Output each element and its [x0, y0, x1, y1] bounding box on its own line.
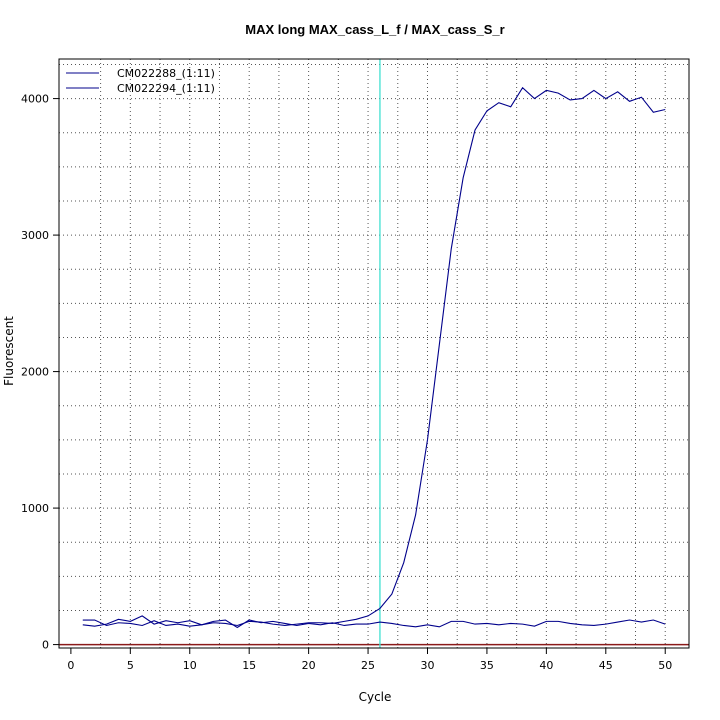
- series-line-2: [82, 619, 666, 629]
- y-tick-label: 4000: [21, 93, 49, 106]
- y-axis-label: Fluorescent: [2, 316, 16, 386]
- series-line-1: [82, 86, 666, 627]
- x-tick-label: 5: [127, 659, 134, 672]
- x-axis-label: Cycle: [359, 690, 392, 704]
- plot-frame: [58, 58, 690, 649]
- x-tick-label: 20: [302, 659, 316, 672]
- legend-label: CM022294_(1:11): [117, 82, 215, 95]
- x-tick-label: 30: [420, 659, 434, 672]
- x-tick-label: 50: [658, 659, 672, 672]
- legend-label: CM022288_(1:11): [117, 67, 215, 80]
- x-tick-label: 25: [361, 659, 375, 672]
- y-tick-label: 3000: [21, 229, 49, 242]
- x-tick-label: 40: [539, 659, 553, 672]
- x-tick-label: 15: [242, 659, 256, 672]
- x-tick-label: 0: [67, 659, 74, 672]
- x-tick-label: 10: [183, 659, 197, 672]
- chart-title: MAX long MAX_cass_L_f / MAX_cass_S_r: [245, 22, 504, 37]
- y-tick-label: 1000: [21, 502, 49, 515]
- legend: CM022288_(1:11) CM022294_(1:11): [66, 67, 215, 95]
- x-tick-label: 35: [480, 659, 494, 672]
- y-tick-label: 0: [42, 639, 49, 652]
- x-tick-label: 45: [599, 659, 613, 672]
- y-tick-label: 2000: [21, 366, 49, 379]
